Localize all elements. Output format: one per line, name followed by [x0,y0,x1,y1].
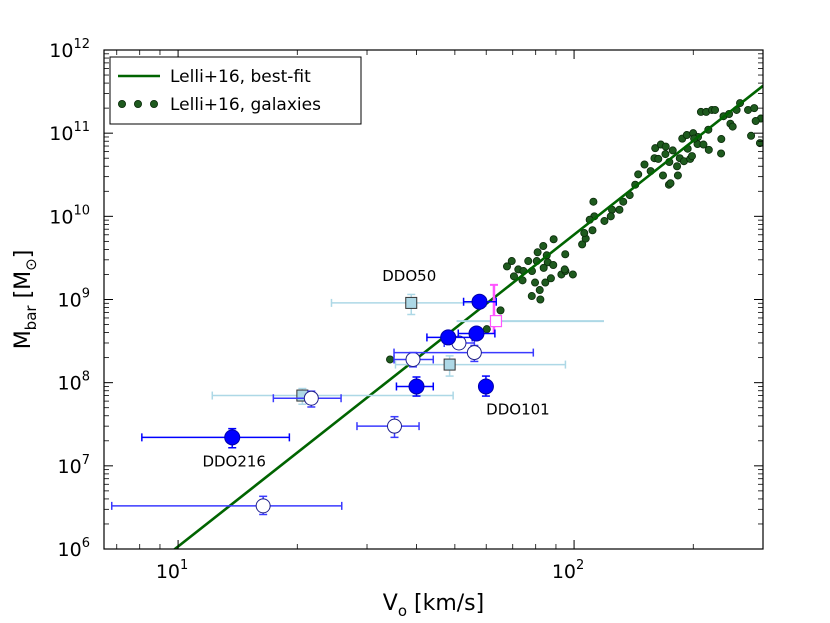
galaxy-point [507,257,516,266]
galaxy-point [536,295,545,304]
galaxy-point [531,278,540,287]
galaxy-point [560,265,569,274]
y-tick-label: 1012 [49,37,90,62]
plot-marks [111,84,763,549]
galaxy-point [561,250,570,259]
y-tick-label: 109 [58,287,90,312]
legend-label-galaxies: Lelli+16, galaxies [170,95,321,115]
galaxy-point [658,171,667,180]
open-circle-point [466,345,482,361]
galaxy-point [640,160,649,169]
galaxy-point [580,229,589,238]
galaxy-point [589,197,598,206]
legend-dot-swatch [118,100,127,109]
galaxy-point [568,270,577,279]
galaxy-point [666,179,675,188]
galaxy-point [535,286,544,295]
galaxy-point [615,205,624,214]
galaxy-point [661,142,670,151]
galaxy-point [549,260,558,269]
legend-dot-swatch [149,100,158,109]
legend-box [109,56,362,125]
legend-label-fit: Lelli+16, best-fit [170,67,311,87]
plot-border [103,49,764,550]
galaxy-point [728,122,737,131]
filled-blue-point [477,378,494,395]
galaxy-point [578,240,587,249]
galaxy-point [651,144,660,153]
x-tick-label: 101 [156,558,188,583]
galaxy-point [668,146,677,155]
galaxy-point [751,117,760,126]
annotation-label: DDO50 [382,267,436,285]
galaxy-point [539,263,548,272]
y-tick-label: 108 [58,370,90,395]
galaxy-point [606,212,615,221]
galaxy-point [634,170,643,179]
galaxy-point [541,278,550,287]
galaxy-point [546,274,555,283]
filled-blue-point [468,325,485,342]
galaxy-point [524,257,533,266]
galaxy-point [750,104,759,113]
filled-blue-point [471,293,488,310]
open-circle-point [303,390,319,406]
best-fit-line [172,84,763,549]
point-annotations: DDO50 DDO101 DDO216 [202,267,549,470]
annotation-label: DDO216 [202,452,266,470]
galaxy-point [527,292,536,301]
y-axis-label: Mbar [M⊙] [11,250,40,350]
galaxy-point [699,140,708,149]
galaxy-point [539,241,548,250]
galaxy-point [619,197,628,206]
galaxy-point [747,131,756,140]
galaxy-point [386,355,395,364]
y-tick-label: 107 [58,453,90,478]
galaxy-point [673,171,682,180]
galaxy-point [502,262,511,271]
galaxy-point [549,235,558,244]
filled-blue-point [408,378,425,395]
annotation-label: DDO101 [486,400,550,418]
legend: Lelli+16, best-fit Lelli+16, galaxies [109,56,362,125]
open-circle-point [405,351,421,367]
x-axis-label: Vo [km/s] [383,591,484,620]
y-tick-label: 1011 [49,120,90,145]
y-tick-label: 106 [58,536,90,561]
galaxy-point [711,105,720,114]
lightblue-square-point [443,358,456,371]
galaxy-point [509,272,518,281]
open-circle-point [387,418,403,434]
filled-blue-point [440,329,457,346]
galaxy-point [687,152,696,161]
galaxy-point [673,162,682,171]
galaxy-point [496,306,505,315]
plot-frame [103,49,764,550]
open-circle-point [255,498,271,514]
y-tick-label: 1010 [49,203,90,228]
magenta-square-point [489,314,503,328]
axis-labels: Vo [km/s] Mbar [M⊙] [11,250,484,620]
galaxy-point [533,248,542,257]
galaxy-point [717,135,726,144]
legend-dot-swatch [133,100,142,109]
galaxy-point [661,150,670,159]
galaxy-point [654,154,663,163]
galaxy-point [600,216,609,225]
galaxy-point [588,226,597,235]
galaxy-point [717,149,726,158]
lightblue-square-point [405,296,418,309]
filled-blue-point [224,429,241,446]
galaxy-point [704,145,713,154]
x-tick-label: 102 [552,558,584,583]
